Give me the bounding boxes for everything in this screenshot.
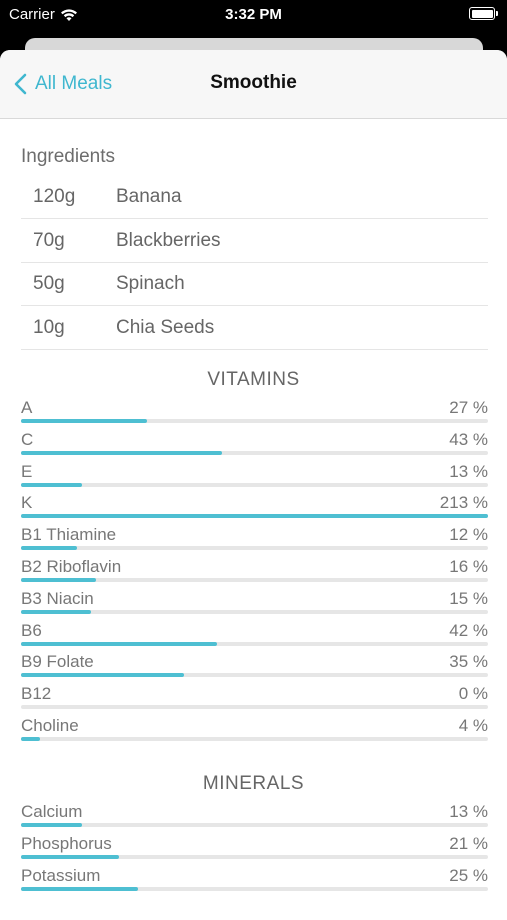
nutrient-label: Potassium [21,865,101,885]
progress-fill [21,673,185,678]
nutrient-row: C 43 % [21,430,488,462]
progress-fill [21,419,148,423]
progress-fill [21,886,138,891]
carrier-label: Carrier [9,6,55,23]
nutrient-label: K [21,493,33,513]
nutrient-value: 21 % [449,833,488,853]
nutrient-value: 13 % [449,802,488,821]
ingredient-quantity: 70g [33,229,65,251]
status-bar: Carrier 3:32 PM [0,0,507,36]
status-left: Carrier [9,6,78,23]
progress-track [21,737,488,741]
progress-track [21,546,488,551]
progress-track [21,823,488,827]
vitamins-header: VITAMINS [207,369,300,390]
nutrient-value: 43 % [449,429,488,449]
ingredient-row[interactable]: 120g Banana [21,176,488,219]
nutrient-row: A 27 % [21,398,488,430]
nutrient-label: B2 Riboflavin [21,557,122,576]
progress-track [21,886,488,891]
nutrient-row: Potassium 25 % [21,866,488,898]
ingredient-name: Chia Seeds [116,316,215,338]
progress-track [21,578,488,582]
nutrient-label: Phosphorus [21,833,112,853]
ingredient-row[interactable]: 10g Chia Seeds [21,307,488,350]
progress-track [21,450,488,455]
progress-track [21,673,488,678]
nutrient-value: 4 % [458,716,488,735]
nutrient-value: 16 % [449,557,488,576]
progress-track [21,609,488,614]
progress-track [21,514,488,519]
nutrient-value: 12 % [449,525,488,545]
nutrient-value: 35 % [449,652,488,672]
progress-fill [21,546,78,551]
nutrient-row: B12 0 % [21,684,488,716]
nutrient-label: B3 Niacin [21,588,94,608]
ingredients-title: Ingredients [21,146,116,167]
ingredient-quantity: 10g [33,316,65,338]
nutrient-label: E [21,461,33,481]
nutrient-row: K 213 % [21,493,488,525]
navigation-bar: All Meals Smoothie [0,50,507,119]
back-button-label: All Meals [35,73,113,94]
nutrient-value: 0 % [458,684,488,704]
progress-fill [21,482,82,487]
nutrient-value: 213 % [439,493,488,513]
nutrient-row: B6 42 % [21,621,488,653]
nutrient-value: 13 % [449,461,488,481]
nutrient-label: C [21,429,34,449]
chevron-left-icon [14,73,27,95]
progress-track [21,705,488,710]
status-time: 3:32 PM [225,6,282,23]
nutrient-row: B3 Niacin 15 % [21,589,488,621]
progress-fill [21,737,40,741]
nutrient-label: B12 [21,684,52,704]
progress-fill [21,641,218,646]
ingredient-name: Spinach [116,273,185,294]
nutrient-value: 42 % [449,620,488,640]
ingredient-name: Blackberries [116,229,221,251]
ingredient-row[interactable]: 50g Spinach [21,263,488,306]
nutrient-row: Choline 4 % [21,716,488,748]
nutrient-label: Calcium [21,802,83,821]
progress-fill [21,609,92,614]
nutrient-value: 15 % [449,588,488,608]
ingredient-row[interactable]: 70g Blackberries [21,220,488,263]
back-button[interactable]: All Meals [14,68,112,100]
ingredient-quantity: 50g [33,273,65,294]
nutrient-row: Calcium 13 % [21,802,488,834]
nutrient-label: B6 [21,620,42,640]
nutrient-label: A [21,398,33,417]
nutrient-label: Choline [21,716,79,735]
progress-fill [21,514,488,519]
page-title: Smoothie [210,72,297,93]
nutrient-row: E 13 % [21,462,488,494]
meal-detail-sheet: All Meals Smoothie Ingredients 120g Banan… [0,50,507,920]
minerals-header: MINERALS [202,773,305,794]
ingredient-name: Banana [116,186,182,207]
progress-track [21,482,488,487]
nutrient-row: B2 Riboflavin 16 % [21,557,488,589]
progress-track [21,641,488,646]
nutrient-row: B9 Folate 35 % [21,652,488,684]
progress-fill [21,450,222,455]
progress-fill [21,578,96,582]
nutrient-label: B1 Thiamine [21,525,117,545]
nutrient-row: Phosphorus 21 % [21,834,488,866]
progress-track [21,419,488,423]
wifi-icon [60,8,77,21]
nutrient-label: B9 Folate [21,652,94,672]
progress-fill [21,823,82,827]
progress-fill [21,854,120,859]
nutrient-value: 27 % [449,398,488,417]
battery-icon [469,7,498,20]
progress-track [21,854,488,859]
ingredient-quantity: 120g [33,186,76,207]
status-right [469,7,498,20]
nutrient-value: 25 % [449,865,488,885]
nutrient-row: B1 Thiamine 12 % [21,525,488,557]
